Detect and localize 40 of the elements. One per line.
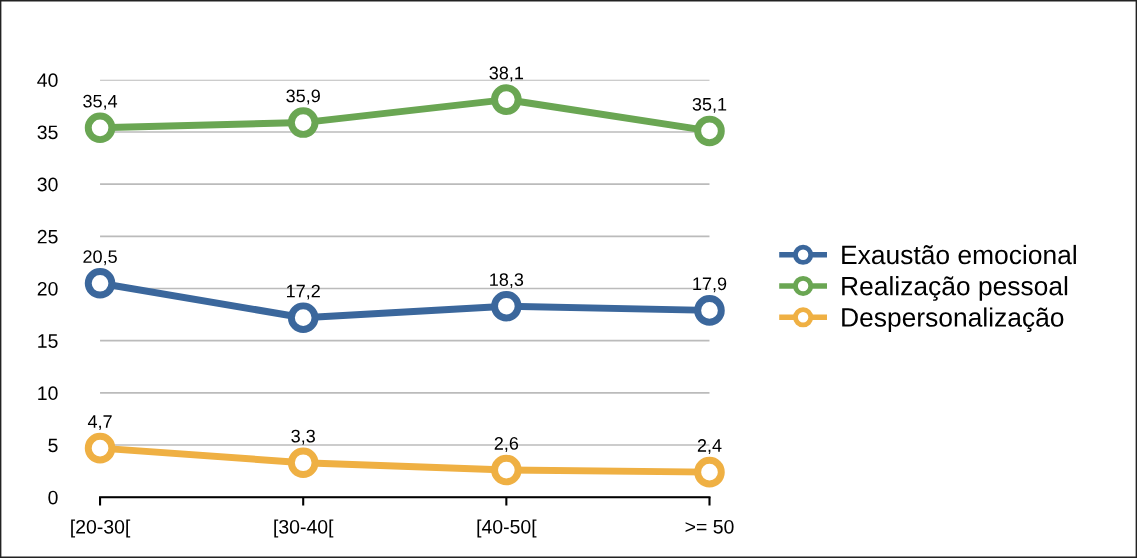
point [491, 84, 522, 115]
y-tick-label: 0 [48, 490, 58, 505]
point [694, 295, 725, 326]
y-tick-label: 5 [48, 438, 58, 453]
y-tick-label: 40 [37, 73, 58, 88]
y-tick-label: 10 [38, 386, 58, 401]
point [84, 267, 116, 299]
point [694, 115, 725, 147]
point [491, 454, 522, 486]
point [84, 112, 116, 144]
data-label: 38,1 [489, 66, 524, 82]
legend-label: Realização pessoal [842, 276, 1068, 301]
y-tick-label: 15 [38, 334, 58, 348]
data-label: 3,3 [291, 429, 315, 445]
x-tick-label: [20-30[ [71, 519, 131, 538]
point [694, 456, 725, 488]
legend-label: Exaustão emocional [842, 244, 1076, 265]
point [491, 290, 522, 322]
data-label: 35,1 [692, 97, 727, 113]
data-label: 18,3 [490, 273, 524, 289]
y-tick-label: 20 [37, 281, 58, 296]
legend-label: Despersonalização [842, 307, 1064, 333]
x-tick-label: [40-50[ [477, 519, 537, 538]
data-label: 2,6 [494, 437, 519, 452]
data-label: 4,7 [87, 415, 112, 431]
data-label: 20,5 [83, 250, 117, 266]
data-label: 35,4 [83, 94, 118, 110]
data-label: 17,2 [287, 284, 320, 300]
data-label: 17,9 [693, 277, 727, 293]
y-tick-label: 35 [37, 125, 58, 140]
point [287, 302, 319, 333]
x-tick-label: >= 50 [685, 519, 734, 534]
data-label: 35,9 [286, 89, 320, 105]
point [287, 447, 319, 479]
point [84, 432, 116, 464]
point [287, 107, 319, 138]
x-tick-label: [30-40[ [274, 519, 334, 538]
data-label: 2,4 [697, 439, 722, 455]
y-tick-label: 25 [37, 229, 58, 244]
y-tick-label: 30 [37, 177, 58, 192]
